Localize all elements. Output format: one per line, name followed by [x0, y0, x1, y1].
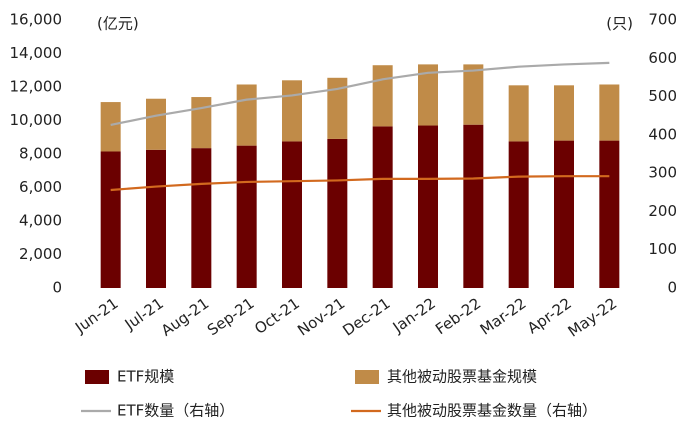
bar	[508, 141, 529, 288]
y2-tick-label: 100	[648, 240, 677, 258]
y-tick-label: 8,000	[19, 145, 62, 163]
y2-tick-label: 500	[648, 87, 677, 105]
y2-axis-label: (只)	[606, 15, 633, 33]
x-tick-label: May-22	[565, 294, 621, 340]
bar	[554, 85, 574, 141]
bar	[554, 140, 574, 288]
legend-label: 其他被动股票基金规模	[387, 368, 537, 386]
y2-tick-label: 300	[648, 164, 677, 182]
legend-label: 其他被动股票基金数量（右轴）	[387, 402, 597, 420]
bar	[146, 149, 166, 288]
bar	[191, 148, 212, 288]
y-tick-label: 0	[52, 279, 62, 297]
y2-tick-label: 700	[648, 11, 677, 29]
x-tick-label: Jan-22	[389, 294, 439, 337]
legend-swatch	[85, 370, 109, 384]
bar	[418, 125, 438, 289]
bar	[100, 151, 121, 288]
bar	[418, 64, 438, 126]
y2-tick-label: 400	[648, 125, 677, 143]
bar	[236, 145, 257, 288]
y-tick-label: 2,000	[19, 245, 62, 263]
bar	[191, 97, 212, 149]
bar	[327, 77, 348, 139]
x-tick-label: Mar-22	[477, 294, 530, 338]
legend-swatch	[355, 370, 379, 384]
bar	[463, 124, 484, 288]
bar	[463, 64, 484, 125]
legend-label: ETF数量（右轴）	[117, 402, 234, 420]
x-tick-label: Aug-21	[158, 294, 212, 340]
bar	[372, 126, 393, 288]
bar	[372, 65, 393, 127]
y-tick-label: 10,000	[10, 111, 63, 129]
x-tick-label: Sep-21	[204, 294, 258, 339]
x-tick-label: Nov-21	[294, 294, 348, 339]
x-tick-label: Dec-21	[339, 294, 393, 339]
line	[110, 61, 610, 126]
x-tick-label: Oct-21	[251, 294, 303, 338]
y2-tick-label: 600	[648, 49, 677, 67]
y-axis-label: (亿元)	[97, 15, 139, 33]
y-tick-label: 4,000	[19, 212, 62, 230]
x-tick-label: Feb-22	[432, 294, 484, 338]
y-tick-label: 14,000	[10, 44, 63, 62]
y-tick-label: 16,000	[10, 11, 63, 29]
legend-label: ETF规模	[117, 368, 174, 386]
bar	[599, 140, 620, 288]
bar	[282, 141, 302, 288]
bar	[327, 138, 348, 288]
y-tick-label: 12,000	[10, 78, 63, 96]
bar	[282, 80, 302, 142]
x-tick-label: Jun-21	[71, 294, 121, 337]
bar	[599, 84, 620, 141]
y2-tick-label: 200	[648, 202, 677, 220]
bar	[508, 85, 529, 142]
bar	[146, 98, 166, 150]
line	[110, 175, 610, 192]
bar	[100, 102, 121, 152]
bar	[236, 84, 257, 146]
y-tick-label: 6,000	[19, 178, 62, 196]
y2-tick-label: 0	[667, 279, 677, 297]
